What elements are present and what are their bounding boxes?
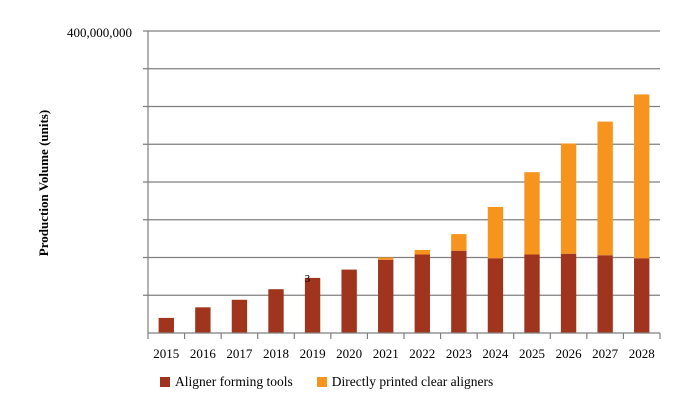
bars xyxy=(158,94,650,333)
legend-swatch-aligner-forming-tools xyxy=(160,377,170,387)
bar-aligner-forming-tools-2024 xyxy=(487,258,504,333)
bar-directly-printed-2022 xyxy=(414,249,430,255)
y-tick-label-top: 400,000,000 xyxy=(67,25,132,40)
bar-aligner-forming-tools-2025 xyxy=(524,254,540,333)
legend-label-directly-printed-clear-aligners: Directly printed clear aligners xyxy=(331,374,494,389)
x-tick-label-2027: 2027 xyxy=(592,346,619,361)
gridlines xyxy=(143,30,660,296)
x-tick-label-2016: 2016 xyxy=(190,346,217,361)
bar-directly-printed-2023 xyxy=(451,234,467,251)
bar-aligner-forming-tools-2020 xyxy=(341,269,357,333)
bar-directly-printed-2027 xyxy=(597,121,613,256)
x-tick-label-2021: 2021 xyxy=(373,346,399,361)
bar-aligner-forming-tools-2027 xyxy=(597,255,613,333)
legend-item-directly-printed-clear-aligners: Directly printed clear aligners xyxy=(316,374,494,390)
bar-aligner-forming-tools-2015 xyxy=(158,317,174,333)
x-tick-label-2022: 2022 xyxy=(409,346,435,361)
x-tick-labels: 2015 2016 2017 2018 2019 2020 2021 2022 2023 2024… xyxy=(153,346,654,361)
x-tick-label-2024: 2024 xyxy=(482,346,509,361)
x-tick-label-2015: 2015 xyxy=(153,346,179,361)
x-tick-label-2017: 2017 xyxy=(226,346,253,361)
legend: Aligner forming tools Directly printed c… xyxy=(160,374,493,390)
bar-aligner-forming-tools-2022 xyxy=(414,254,430,333)
x-tick-label-2019: 2019 xyxy=(300,346,326,361)
x-tick-label-2018: 2018 xyxy=(263,346,289,361)
bar-aligner-forming-tools-2021 xyxy=(378,259,394,333)
bar-aligner-forming-tools-2023 xyxy=(451,250,467,333)
bar-directly-printed-2024 xyxy=(487,206,504,259)
y-axis-title: Production Volume (units) xyxy=(36,110,51,256)
annotation-label: 3 xyxy=(305,273,311,285)
x-tick-label-2028: 2028 xyxy=(629,346,655,361)
bar-directly-printed-2028 xyxy=(634,94,650,259)
bar-directly-printed-2025 xyxy=(524,172,540,255)
bar-aligner-forming-tools-2019 xyxy=(304,277,321,333)
x-tick-label-2026: 2026 xyxy=(556,346,583,361)
x-tick-label-2020: 2020 xyxy=(336,346,362,361)
legend-label-aligner-forming-tools: Aligner forming tools xyxy=(175,374,293,389)
bar-aligner-forming-tools-2017 xyxy=(231,299,248,333)
axes xyxy=(147,31,661,339)
bar-aligner-forming-tools-2016 xyxy=(195,307,211,333)
bar-aligner-forming-tools-2018 xyxy=(268,289,284,333)
bar-aligner-forming-tools-2026 xyxy=(560,253,577,333)
x-tick-label-2023: 2023 xyxy=(446,346,472,361)
legend-item-aligner-forming-tools: Aligner forming tools xyxy=(160,374,293,390)
bar-aligner-forming-tools-2028 xyxy=(634,258,650,333)
bar-directly-printed-2021 xyxy=(378,257,394,260)
x-tick-label-2025: 2025 xyxy=(519,346,545,361)
bar-directly-printed-2026 xyxy=(560,143,577,254)
legend-swatch-directly-printed-clear-aligners xyxy=(316,377,327,387)
